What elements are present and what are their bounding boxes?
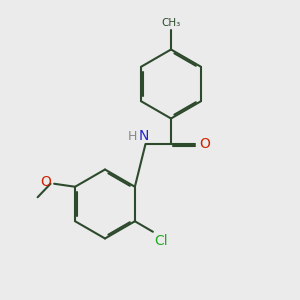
Text: O: O xyxy=(40,175,51,189)
Text: Cl: Cl xyxy=(154,234,168,248)
Text: CH₃: CH₃ xyxy=(161,18,181,28)
Text: H: H xyxy=(128,130,138,143)
Text: O: O xyxy=(199,137,210,151)
Text: N: N xyxy=(139,129,149,143)
